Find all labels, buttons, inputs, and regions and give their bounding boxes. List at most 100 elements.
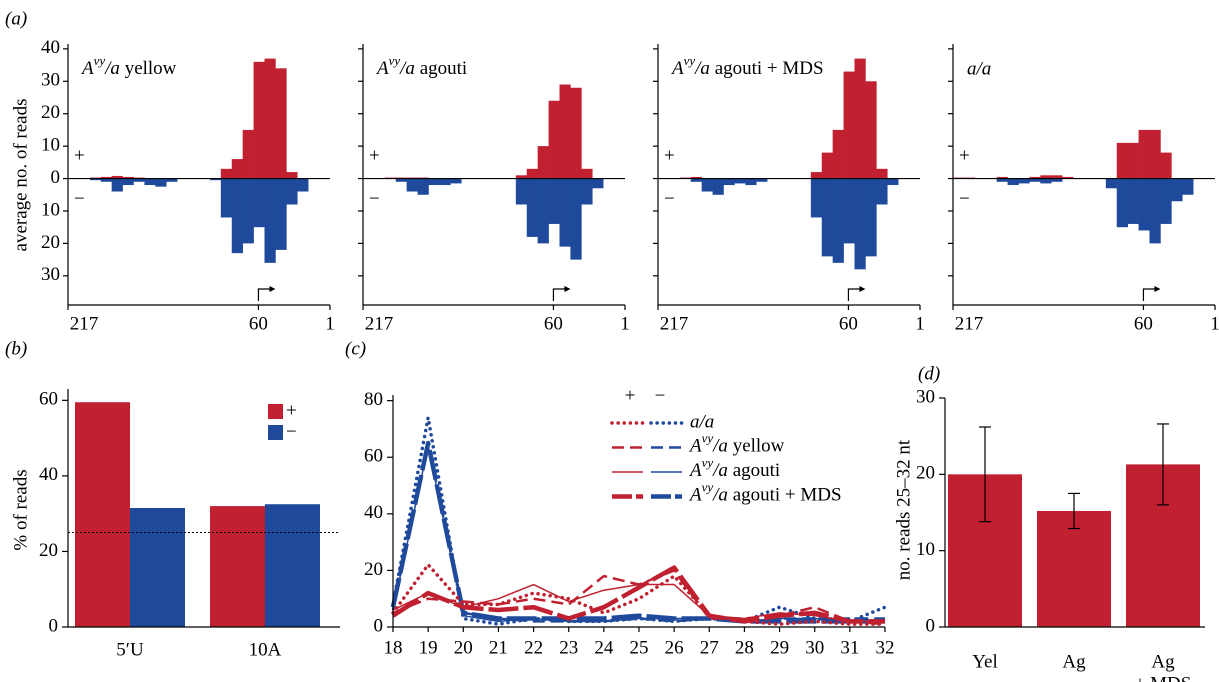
bar [1116, 178, 1128, 228]
bar [130, 508, 185, 627]
bar [450, 178, 462, 184]
y-axis-label: no. reads 25–32 nt [893, 439, 914, 580]
promoter-arrow [257, 288, 273, 301]
y-axis-label: % of reads [10, 469, 31, 550]
x-tick-label: 26 [665, 637, 684, 658]
minus-label: − [959, 188, 970, 209]
legend-header: − [655, 385, 666, 406]
x-tick-label: Ag [1151, 651, 1175, 672]
bar [1116, 142, 1128, 179]
bar [406, 178, 418, 192]
y-tick-label: 40 [41, 37, 60, 58]
bar [592, 178, 604, 189]
x-tick-label: 21 [489, 637, 508, 658]
panel-title: a/a [967, 58, 991, 79]
x-tick-label: 25 [630, 637, 649, 658]
bar [843, 178, 855, 244]
y-tick-label: 20 [39, 540, 58, 561]
panel-label: (a) [5, 8, 27, 29]
plus-label: + [664, 145, 675, 166]
legend-label: − [286, 421, 297, 442]
bar [745, 178, 757, 186]
bar [111, 175, 123, 179]
bar [723, 178, 735, 186]
legend-swatch [268, 404, 283, 419]
legend-label: + [286, 400, 297, 421]
bar [526, 168, 538, 179]
bar [537, 146, 549, 179]
bar [428, 178, 440, 186]
legend-label: Avy/a yellow [688, 431, 785, 457]
bar [810, 172, 823, 179]
y-tick-label: 0 [926, 615, 936, 636]
x-tick-label: 60 [249, 313, 268, 334]
legend-swatch [268, 425, 283, 440]
bar [286, 172, 298, 179]
x-tick-label: 1 [1210, 313, 1219, 334]
bar [865, 81, 877, 179]
x-tick-label: 30 [805, 637, 824, 658]
bar [210, 506, 265, 627]
bar [1127, 142, 1139, 179]
minus-label: − [74, 188, 85, 209]
bar [690, 178, 702, 182]
bar [887, 178, 899, 186]
bar [209, 178, 222, 181]
legend-header: + [625, 385, 636, 406]
x-tick-label: Yel [972, 651, 998, 672]
bar [220, 178, 233, 218]
y-tick-label: 0 [51, 167, 61, 188]
bar [1160, 152, 1172, 179]
bar [275, 178, 287, 250]
plus-label: + [959, 145, 970, 166]
bar [417, 178, 429, 195]
arrow-head [1154, 286, 1161, 292]
y-tick-label: 10 [41, 199, 60, 220]
y-tick-label: 20 [41, 232, 60, 253]
bar [1127, 178, 1139, 224]
y-tick-label: 30 [41, 264, 60, 285]
bar [166, 178, 178, 182]
x-tick-label: 23 [559, 637, 578, 658]
x-tick-label: + MDS [1135, 673, 1192, 682]
x-tick-label: 19 [419, 637, 438, 658]
bar [220, 168, 233, 179]
bar [537, 178, 549, 244]
bar [122, 178, 134, 186]
bar [548, 100, 560, 179]
bar [865, 178, 877, 257]
bar [996, 176, 1008, 179]
bar [275, 68, 287, 179]
panel-label: (d) [918, 363, 940, 384]
legend-label: Avy/a agouti [688, 455, 780, 481]
bar [570, 178, 582, 260]
panel-title: Avy/a yellow [80, 53, 177, 79]
legend-label: a/a [690, 411, 714, 432]
x-tick-label: 20 [454, 637, 473, 658]
y-tick-label: 40 [364, 502, 383, 523]
x-tick-label: 31 [840, 637, 859, 658]
bar [253, 61, 265, 179]
bar [832, 129, 844, 179]
bar [1007, 178, 1019, 186]
arrow-head [269, 286, 276, 292]
line-series [390, 440, 885, 624]
bar [1029, 178, 1041, 182]
y-tick-label: 0 [374, 615, 384, 636]
bar [526, 178, 538, 237]
x-tick-label: 1 [325, 313, 335, 334]
bar [832, 178, 844, 263]
bar [701, 178, 713, 192]
bar [439, 178, 451, 186]
bar [1160, 178, 1172, 224]
promoter-arrow [1142, 288, 1158, 301]
bar [264, 58, 276, 179]
y-tick-label: 30 [916, 386, 935, 407]
x-tick-label: 1 [620, 313, 630, 334]
line-series [392, 445, 885, 623]
bar [581, 168, 593, 179]
bar [144, 178, 156, 186]
bar [100, 178, 112, 182]
y-tick-label: 20 [364, 559, 383, 580]
